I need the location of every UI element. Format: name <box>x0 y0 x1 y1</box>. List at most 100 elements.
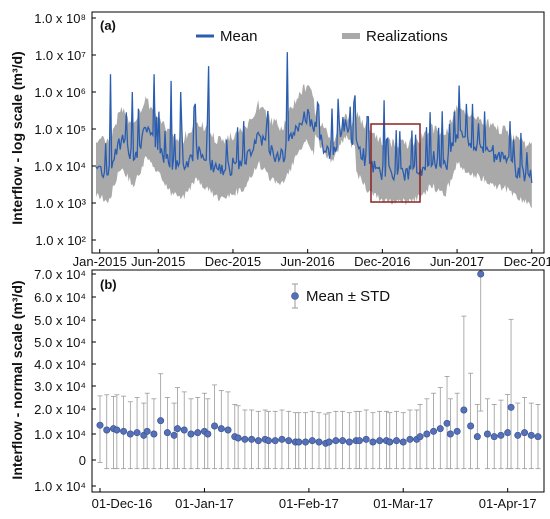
mean-marker <box>194 429 202 437</box>
panel-a-label: (a) <box>100 18 116 33</box>
mean-marker <box>325 438 333 446</box>
mean-marker <box>527 431 535 439</box>
data-point <box>453 392 461 470</box>
mean-marker <box>133 429 141 437</box>
panel-b-ytick-label: 6.0 x 10⁴ <box>34 290 86 305</box>
data-point <box>406 409 414 470</box>
panel-b-xtick-label: 01-Feb-17 <box>279 496 339 511</box>
data-point <box>143 392 151 470</box>
legend-b-label: Mean ± STD <box>306 288 390 305</box>
mean-marker <box>362 435 370 443</box>
mean-marker <box>264 437 272 445</box>
mean-marker <box>224 426 232 434</box>
mean-path <box>95 52 533 183</box>
mean-std-points <box>96 270 542 470</box>
data-point <box>241 409 249 470</box>
data-point <box>436 387 444 470</box>
mean-marker <box>392 437 400 445</box>
panel-a-ytick-label: 1.0 x 10² <box>35 233 86 248</box>
data-point <box>157 373 165 470</box>
legend-b-marker <box>291 292 299 300</box>
data-point <box>345 412 353 470</box>
panel-a: 1.0 x 10⁸ 1.0 x 10⁷ 1.0 x 10⁶ 1.0 x 10⁵ 1.0 … <box>9 11 550 269</box>
mean-marker <box>436 425 444 433</box>
mean-marker <box>490 433 498 441</box>
mean-marker <box>120 427 128 435</box>
data-point <box>416 403 424 470</box>
data-point <box>285 410 293 470</box>
mean-line <box>95 52 533 183</box>
panel-b-frame <box>91 269 545 493</box>
mean-marker <box>173 425 181 433</box>
data-point <box>483 398 491 470</box>
mean-marker <box>467 422 475 430</box>
data-point <box>399 412 407 470</box>
legend-a: Mean Realizations <box>196 28 448 45</box>
mean-marker <box>339 437 347 445</box>
mean-marker <box>302 438 310 446</box>
mean-marker <box>345 438 353 446</box>
data-point <box>254 410 262 470</box>
data-point <box>150 398 158 470</box>
mean-marker <box>285 437 293 445</box>
data-point <box>173 387 181 470</box>
panel-a-frame <box>91 11 545 254</box>
mean-marker <box>234 434 242 442</box>
mean-marker <box>406 435 414 443</box>
highlight-box <box>370 123 421 203</box>
data-point <box>248 409 256 470</box>
panel-b-ytick-label: 7.0 x 10⁴ <box>34 267 86 282</box>
panel-b-xtick-label: 01-Jan-17 <box>175 496 234 511</box>
panel-b-xticks: 01-Dec-16 01-Jan-17 01-Feb-17 01-Mar-17 01-A… <box>92 488 537 511</box>
panel-b-ytick-label: 2.0 x 10⁴ <box>34 402 86 417</box>
data-point <box>376 410 384 470</box>
data-point <box>527 402 535 470</box>
mean-marker <box>332 437 340 445</box>
panel-a-ytick-label: 1.0 x 10³ <box>35 196 86 211</box>
data-point <box>507 318 515 470</box>
panel-a-ytick-label: 1.0 x 10⁶ <box>34 85 86 100</box>
panel-b-ytick-label: 4.0 x 10⁴ <box>34 357 86 372</box>
mean-marker <box>150 430 158 438</box>
panel-a-ytick-label: 1.0 x 10⁷ <box>35 48 86 63</box>
data-point <box>126 401 134 470</box>
mean-marker <box>430 427 438 435</box>
data-point <box>194 397 202 470</box>
panel-a-yticks: 1.0 x 10⁸ 1.0 x 10⁷ 1.0 x 10⁶ 1.0 x 10⁵ 1.0 … <box>34 11 96 248</box>
data-point <box>386 412 394 470</box>
data-point <box>302 412 310 470</box>
data-point <box>295 412 303 470</box>
mean-marker <box>126 430 134 438</box>
mean-marker <box>254 437 262 445</box>
mean-marker <box>473 433 481 441</box>
mean-marker <box>248 435 256 443</box>
data-point <box>187 398 195 470</box>
mean-marker <box>504 429 512 437</box>
mean-marker <box>460 406 468 414</box>
realizations-area <box>96 55 532 209</box>
mean-marker <box>514 431 522 439</box>
data-point <box>234 405 242 470</box>
data-point <box>103 394 111 470</box>
mean-marker <box>180 426 188 434</box>
panel-b-ytick-label: 0 <box>79 453 86 468</box>
mean-marker <box>446 430 454 438</box>
data-point <box>430 392 438 470</box>
panel-b-label: (b) <box>100 277 117 292</box>
legend-b: Mean ± STD <box>291 283 390 309</box>
panel-b-ytick-label: 3.0 x 10⁴ <box>34 379 86 394</box>
data-point <box>339 410 347 470</box>
mean-marker <box>143 427 151 435</box>
mean-marker <box>521 429 529 437</box>
data-point <box>211 384 219 470</box>
data-point <box>369 412 377 470</box>
mean-marker <box>103 426 111 434</box>
panel-a-xtick-label: Dec-2015 <box>205 254 261 269</box>
mean-marker <box>204 430 212 438</box>
mean-marker <box>96 421 104 429</box>
mean-marker <box>163 429 171 437</box>
data-point <box>96 395 104 463</box>
panel-b-ytick-label: 5.0 x 10⁴ <box>34 335 86 350</box>
mean-marker <box>443 419 451 427</box>
